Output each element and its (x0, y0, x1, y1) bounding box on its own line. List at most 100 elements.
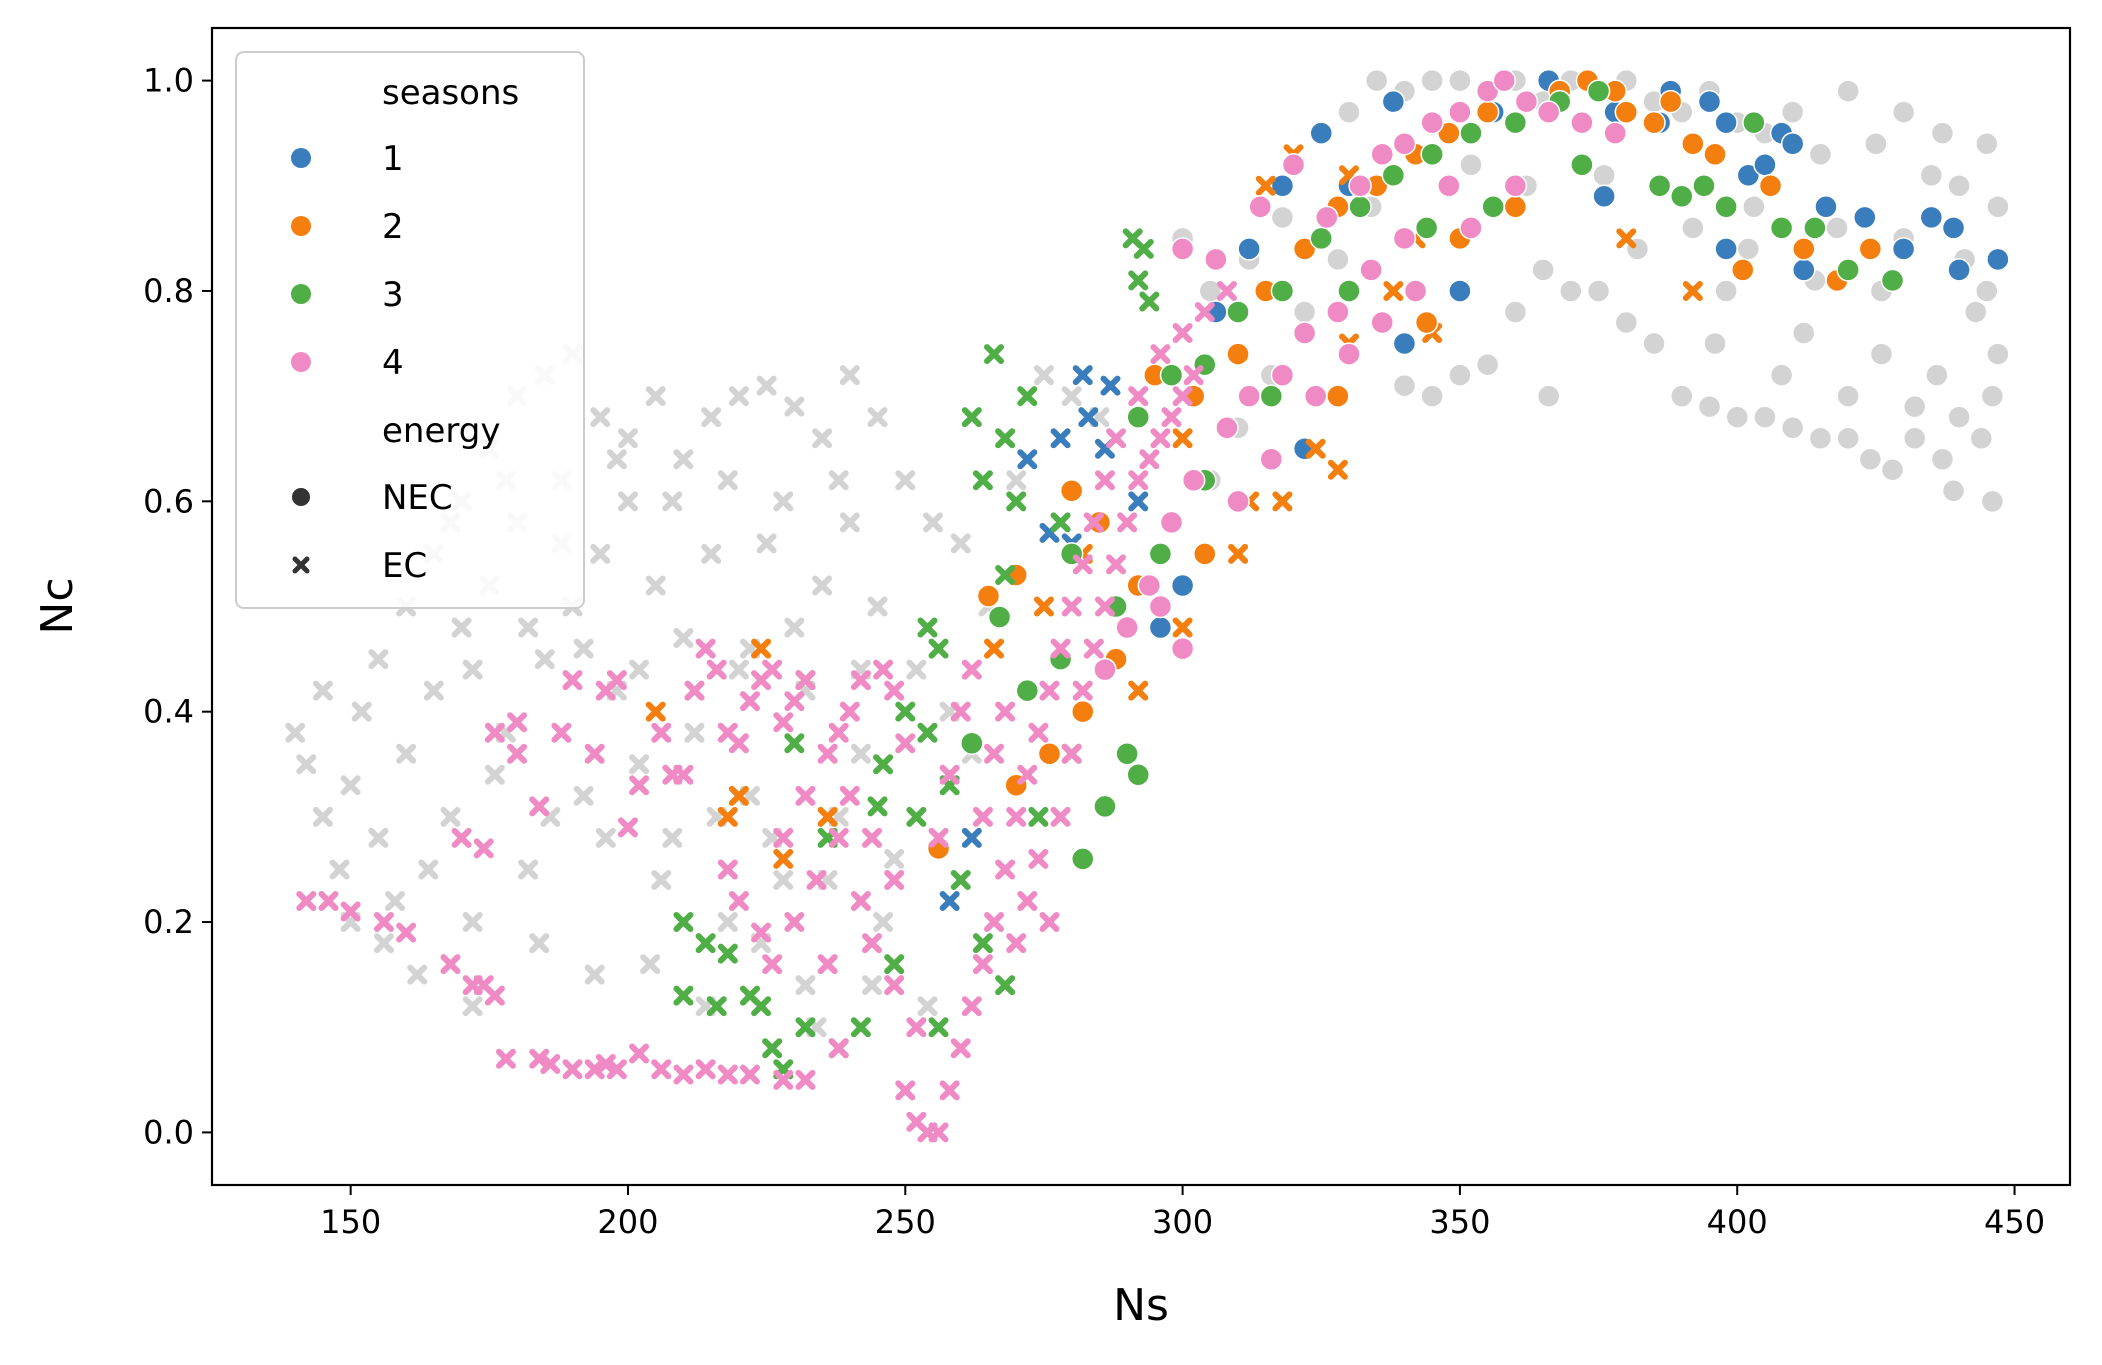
point-nec (1459, 152, 1483, 177)
point-nec (1237, 237, 1261, 261)
point-nec (1170, 573, 1195, 598)
point-nec (1414, 310, 1439, 335)
point-nec (1808, 426, 1833, 450)
point-ec (1039, 680, 1060, 701)
point-ec (629, 775, 650, 796)
point-ec (645, 386, 666, 407)
point-nec (1392, 331, 1417, 356)
point-ec (728, 785, 749, 806)
y-axis-label: Nc (32, 577, 83, 634)
point-nec (1614, 100, 1639, 124)
point-ec (562, 1059, 583, 1080)
legend-label-ec: EC (382, 546, 427, 586)
point-ec (396, 922, 417, 943)
point-nec (1836, 384, 1860, 408)
point-nec (1880, 458, 1905, 482)
x-axis-label: Ns (1113, 1280, 1169, 1331)
point-ec (1150, 428, 1171, 449)
point-ec (385, 891, 406, 912)
point-nec (1309, 121, 1334, 145)
point-ec (473, 838, 494, 859)
point-ec (673, 985, 694, 1006)
point-nec (1503, 110, 1528, 135)
point-ec (351, 701, 372, 722)
point-nec (1836, 426, 1860, 450)
point-ec (806, 869, 827, 890)
point-nec (1603, 121, 1627, 145)
point-ec (695, 933, 716, 954)
point-ec (995, 975, 1016, 996)
point-nec (1586, 279, 1611, 303)
point-ec (972, 933, 993, 954)
point-ec (673, 449, 694, 470)
point-ec (1061, 596, 1082, 617)
point-ec (584, 964, 605, 985)
point-nec (1137, 573, 1162, 598)
point-nec (1753, 405, 1777, 429)
point-nec (1858, 237, 1883, 261)
point-nec (1159, 510, 1184, 535)
point-nec (1947, 174, 1971, 198)
point-ec (839, 512, 860, 533)
point-nec (1586, 79, 1611, 103)
point-ec (418, 859, 439, 880)
point-ec (812, 428, 833, 449)
point-nec (1392, 131, 1417, 156)
point-nec (1315, 205, 1339, 230)
point-nec (1359, 258, 1383, 282)
point-nec (1226, 342, 1250, 366)
point-ec (1128, 470, 1149, 491)
point-ec (784, 617, 805, 638)
point-ec (706, 996, 727, 1017)
point-ec (368, 827, 389, 848)
point-ec (773, 848, 794, 869)
point-ec (1128, 491, 1149, 512)
point-nec (1725, 405, 1749, 429)
point-ec (756, 375, 777, 396)
point-ec (495, 1048, 516, 1069)
point-ec (462, 996, 483, 1017)
point-ec (895, 733, 916, 754)
point-ec (795, 1017, 816, 1038)
point-ec (1194, 301, 1215, 322)
point-nec (1780, 131, 1805, 156)
point-ec (756, 533, 777, 554)
point-nec (1514, 89, 1539, 114)
point-nec (1087, 510, 1112, 535)
point-ec (1172, 386, 1193, 407)
point-ec (717, 859, 738, 880)
point-nec (1647, 174, 1672, 198)
point-nec (1947, 405, 1971, 429)
point-nec (1880, 268, 1905, 293)
point-ec (407, 964, 428, 985)
point-ec (839, 701, 860, 722)
point-ec (1106, 554, 1127, 575)
point-ec (895, 701, 916, 722)
point-ec (1006, 806, 1027, 827)
point-nec (976, 584, 1001, 608)
point-ec (917, 722, 938, 743)
point-nec (1836, 258, 1860, 282)
points-layer (285, 68, 2010, 1143)
point-nec (1071, 847, 1095, 871)
point-ec (862, 933, 883, 954)
point-nec (1902, 394, 1927, 419)
point-ec (484, 764, 505, 785)
point-nec (1381, 163, 1406, 188)
point-nec (1226, 489, 1250, 514)
point-nec (1531, 258, 1555, 282)
point-ec (695, 638, 716, 659)
point-nec (1292, 300, 1317, 324)
point-ec (1228, 543, 1249, 564)
point-ec (706, 659, 727, 680)
point-nec (1670, 384, 1694, 408)
y-tick-label: 0.2 (143, 903, 194, 941)
point-ec (629, 754, 650, 775)
point-ec (562, 670, 583, 691)
legend-hue-title: seasons (382, 73, 519, 113)
point-ec (595, 827, 616, 848)
point-ec (440, 954, 461, 975)
point-nec (1270, 205, 1295, 230)
point-nec (1292, 321, 1317, 345)
point-nec (1963, 300, 1988, 324)
